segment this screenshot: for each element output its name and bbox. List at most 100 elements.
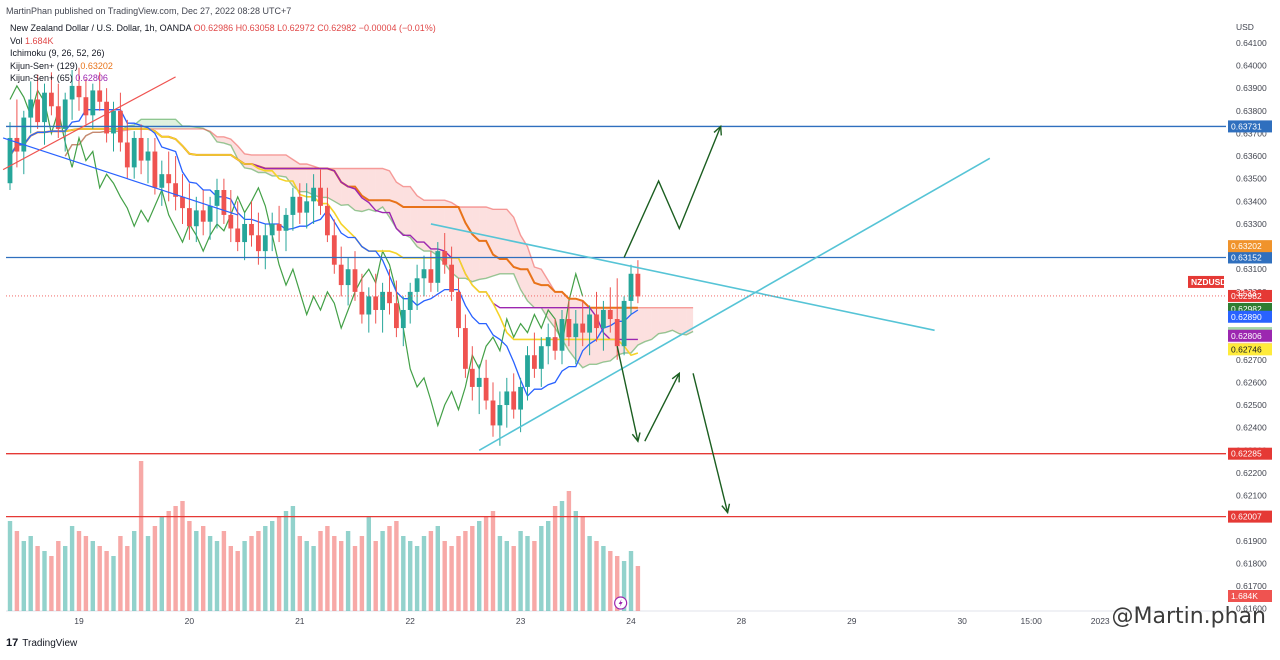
kijun-129-label: Kijun-Sen+ (129) <box>10 60 78 71</box>
vol-row[interactable]: Vol 1.684K <box>10 35 436 48</box>
candle-body <box>504 391 510 406</box>
time-tick-label: 20 <box>185 616 195 626</box>
candle-body <box>276 223 282 231</box>
ichimoku-cloud-segment <box>396 182 404 235</box>
volume-bar <box>14 531 20 611</box>
kijun-129-value: 0.63202 <box>80 60 113 71</box>
price-tag-label: 0.62806 <box>1231 331 1262 341</box>
price-tick-label: 0.61600 <box>1236 604 1267 614</box>
price-tag-label: 0.62982 <box>1231 291 1262 301</box>
candle-body <box>483 377 489 401</box>
time-tick-label: 30 <box>957 616 967 626</box>
candle-body <box>518 386 523 410</box>
price-tick-label: 0.63800 <box>1236 106 1267 116</box>
symbol-row[interactable]: New Zealand Dollar / U.S. Dollar, 1h, OA… <box>10 22 436 35</box>
candle-body <box>552 337 558 351</box>
volume-bar <box>608 551 613 611</box>
ichimoku-cloud-segment <box>230 139 238 159</box>
ichimoku-cloud-segment <box>244 153 252 170</box>
countdown-label: 32:33 <box>1236 289 1257 298</box>
candle-body <box>124 142 130 168</box>
volume-bar <box>214 541 220 611</box>
bullish-projection-arrow <box>623 126 722 258</box>
volume-bar <box>463 531 468 611</box>
ichimoku-cloud-segment <box>575 298 583 368</box>
price-tag <box>1228 289 1272 302</box>
symbol-title: New Zealand Dollar / U.S. Dollar, 1h, OA… <box>10 23 192 33</box>
candle-body <box>387 291 392 304</box>
candle-body <box>352 269 358 292</box>
candle-body <box>249 223 254 236</box>
ichimoku-label: Ichimoku (9, 26, 52, 26) <box>10 48 105 58</box>
volume-bar <box>566 491 572 611</box>
price-tick-label: 0.63300 <box>1236 219 1267 229</box>
candle-body <box>111 110 116 134</box>
ichimoku-cloud-segment <box>472 206 480 282</box>
price-tick-label: 0.63900 <box>1236 83 1267 93</box>
candle-body <box>325 205 330 236</box>
ichimoku-cloud-segment <box>341 168 349 206</box>
chikou-span-line <box>9 84 584 428</box>
volume-bar <box>173 506 178 611</box>
ichimoku-cloud-segment <box>389 170 397 229</box>
ichimoku-cloud-segment <box>644 307 652 342</box>
candle-body <box>304 201 310 213</box>
lightning-icon <box>618 599 623 607</box>
price-tag <box>1228 343 1272 356</box>
ichimoku-cloud-segment <box>672 307 680 334</box>
tradingview-brand[interactable]: 17 TradingView <box>6 637 77 649</box>
candle-body <box>373 296 379 310</box>
volume-bar <box>76 531 82 611</box>
candle-body <box>242 223 247 243</box>
kijun-65-row[interactable]: Kijun-Sen+ (65) 0.62806 <box>10 72 436 85</box>
falling-trendline <box>430 223 935 332</box>
volume-bar <box>525 536 530 611</box>
candle-body <box>138 137 144 161</box>
ichimoku-cloud-segment <box>513 217 521 290</box>
price-tick-label: 0.62400 <box>1236 423 1267 433</box>
ichimoku-cloud-segment <box>424 200 431 252</box>
ichimoku-cloud-segment <box>403 186 411 238</box>
candle-body <box>538 346 544 369</box>
volume-bar <box>83 536 89 611</box>
volume-bar <box>111 556 116 611</box>
volume-bar <box>201 526 206 611</box>
ichimoku-row[interactable]: Ichimoku (9, 26, 52, 26) <box>10 47 436 60</box>
kijun-129-row[interactable]: Kijun-Sen+ (129) 0.63202 <box>10 60 436 73</box>
candle-body <box>187 208 192 227</box>
volume-bar <box>104 551 109 611</box>
candle-body <box>366 296 372 315</box>
volume-bar <box>408 541 413 611</box>
volume-bar <box>145 536 151 611</box>
price-tick-label: 0.61700 <box>1236 581 1267 591</box>
candle-body <box>476 377 482 387</box>
volume-bar <box>256 531 261 611</box>
volume-bar <box>276 516 282 611</box>
symbol-tag <box>1188 275 1224 288</box>
candle-body <box>14 137 20 152</box>
ichimoku-cloud-segment <box>430 200 438 256</box>
ichimoku-cloud-segment <box>272 154 280 176</box>
candle-body <box>49 92 54 107</box>
ichimoku-cloud-segment <box>382 168 390 218</box>
candle-body <box>601 309 606 329</box>
ichimoku-cloud-segment <box>148 119 155 129</box>
volume-bar <box>601 546 606 611</box>
price-tick-label: 0.61900 <box>1236 536 1267 546</box>
candle-body <box>235 228 241 243</box>
volume-bar <box>90 541 95 611</box>
ichimoku-cloud-segment <box>410 186 418 247</box>
volume-bar <box>435 526 440 611</box>
candle-body <box>180 196 185 209</box>
symbol-tag-label: NZDUSD <box>1191 277 1226 287</box>
candle-body <box>414 278 420 292</box>
ichimoku-cloud-segment <box>631 307 638 353</box>
volume-bar <box>207 536 213 611</box>
volume-bar <box>414 546 420 611</box>
kijun-65-label: Kijun-Sen+ (65) <box>10 73 73 83</box>
volume-bar <box>477 521 482 611</box>
volume-bar <box>573 511 578 611</box>
candle-body <box>318 187 323 206</box>
